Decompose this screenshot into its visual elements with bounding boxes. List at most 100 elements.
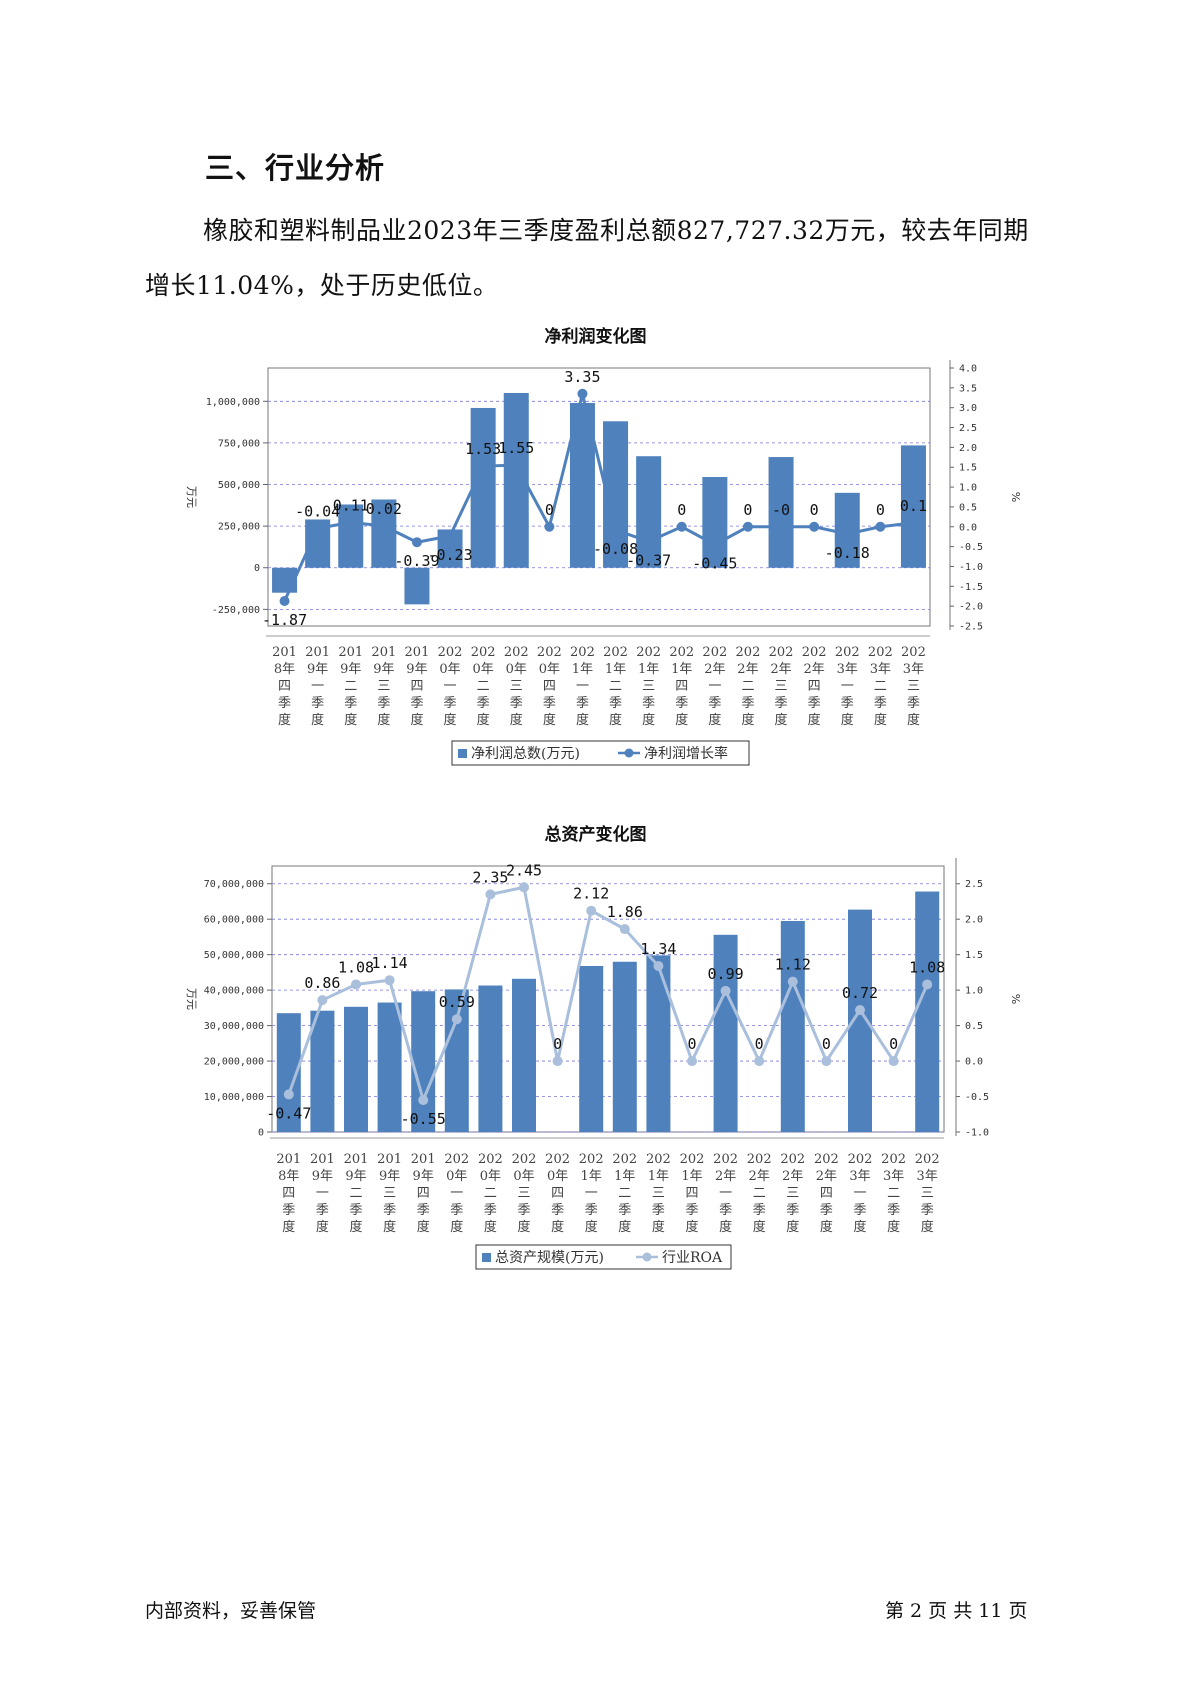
line-point (842, 528, 853, 539)
category-label-line: 3年 (883, 1169, 904, 1184)
data-label: 1.14 (372, 954, 408, 972)
category-label-line: 201 (338, 645, 363, 660)
data-label: 2.45 (506, 861, 542, 879)
y-tick-label: 0 (254, 563, 260, 574)
category-label-line: 一 (585, 1186, 598, 1201)
category-label-line: 度 (417, 1219, 430, 1235)
category-label-line: 度 (517, 1219, 530, 1235)
category-label-line: 二 (344, 679, 357, 694)
y-tick-label: 70,000,000 (204, 879, 264, 890)
category-label-line: 1年 (605, 662, 626, 677)
y2-tick-label: 1.0 (965, 986, 983, 997)
line-point (451, 1014, 462, 1025)
category-label-line: 季 (551, 1203, 564, 1218)
data-label: 0.1 (900, 497, 927, 515)
y2-tick-label: -1.0 (959, 562, 983, 573)
line-point (519, 882, 529, 893)
category-label-line: 3年 (849, 1169, 870, 1184)
bar (404, 567, 430, 605)
line-point (809, 521, 820, 532)
bar (612, 961, 637, 1132)
category-label-line: 0年 (513, 1169, 534, 1184)
category-label-line: 度 (484, 1219, 497, 1235)
category-label-line: 度 (278, 712, 291, 728)
category-label-line: 202 (780, 1152, 805, 1167)
category-label-line: 2年 (770, 662, 791, 677)
category-label-line: 季 (652, 1203, 665, 1218)
category-label-line: 度 (344, 712, 357, 728)
line-point (787, 976, 798, 987)
line-point (485, 889, 496, 900)
category-label-line: 季 (510, 696, 523, 711)
category-label-line: 一 (444, 679, 457, 694)
category-label-line: 二 (477, 679, 490, 694)
category-label-line: 度 (786, 1219, 799, 1235)
line-point (312, 523, 323, 534)
category-label-line: 202 (702, 645, 727, 660)
data-label: 0 (677, 501, 686, 519)
category-label-line: 一 (853, 1186, 866, 1201)
category-label-line: 二 (484, 1186, 497, 1201)
category-label-line: 201 (276, 1152, 301, 1167)
category-label-line: 季 (719, 1203, 732, 1218)
category-label-line: 1年 (638, 662, 659, 677)
category-label-line: 度 (510, 712, 523, 728)
category-label-line: 2年 (749, 1169, 770, 1184)
bar (344, 1006, 368, 1132)
data-label: 0 (889, 1035, 898, 1053)
category-label-line: 季 (576, 696, 589, 711)
category-label-line: 9年 (312, 1169, 333, 1184)
category-label-line: 季 (344, 696, 357, 711)
category-label-line: 202 (747, 1152, 772, 1167)
y2-tick-label: 0.5 (965, 1021, 983, 1032)
category-label-line: 一 (708, 679, 721, 694)
net-profit-chart: -250,000 0 250,000 500,000 750,000 1,000,000 -… (185, 360, 1022, 766)
category-label-line: 季 (282, 1203, 295, 1218)
category-label-line: 0年 (473, 662, 494, 677)
category-label-line: 二 (741, 679, 754, 694)
y-tick-label: 1,000,000 (206, 397, 260, 408)
category-label-line: 202 (603, 645, 628, 660)
legend: 净利润总数(万元) 净利润增长率 (451, 740, 750, 766)
data-label: 0.02 (366, 500, 402, 518)
category-label-line: 季 (349, 1203, 362, 1218)
category-label-line: 季 (377, 696, 390, 711)
total-assets-chart: 0 10,000,000 20,000,000 30,000,000 40,000,00… (185, 858, 1022, 1270)
legend-line-label: 行业ROA (662, 1250, 723, 1266)
category-label-line: 度 (477, 712, 490, 728)
line-point (922, 979, 933, 990)
y-tick-label: 20,000,000 (204, 1057, 264, 1068)
y-axis-title: 万元 (185, 988, 198, 1010)
bar (310, 1010, 335, 1132)
category-label-line: 9年 (406, 662, 427, 677)
category-label-line: 2年 (737, 662, 758, 677)
data-label: 0 (553, 1035, 562, 1053)
category-label-line: 202 (444, 1152, 469, 1167)
category-label-line: 度 (576, 712, 589, 728)
category-label-line: 0年 (506, 662, 527, 677)
category-label-line: 202 (478, 1152, 503, 1167)
data-label: -0.45 (692, 555, 737, 573)
category-label: 202 3年三季度 (901, 645, 926, 728)
category-label-line: 202 (512, 1152, 537, 1167)
category-label-line: 季 (921, 1203, 934, 1218)
category-label-line: 季 (841, 696, 854, 711)
y-tick-label: 0 (258, 1128, 264, 1139)
y2-tick-label: -0.5 (959, 542, 983, 553)
legend-bar-label: 总资产规模(万元) (495, 1250, 604, 1266)
category-label-line: 1年 (581, 1169, 602, 1184)
category-label-line: 9年 (345, 1169, 366, 1184)
y2-tick-label: -2.0 (959, 602, 983, 613)
category-label-line: 201 (305, 645, 330, 660)
